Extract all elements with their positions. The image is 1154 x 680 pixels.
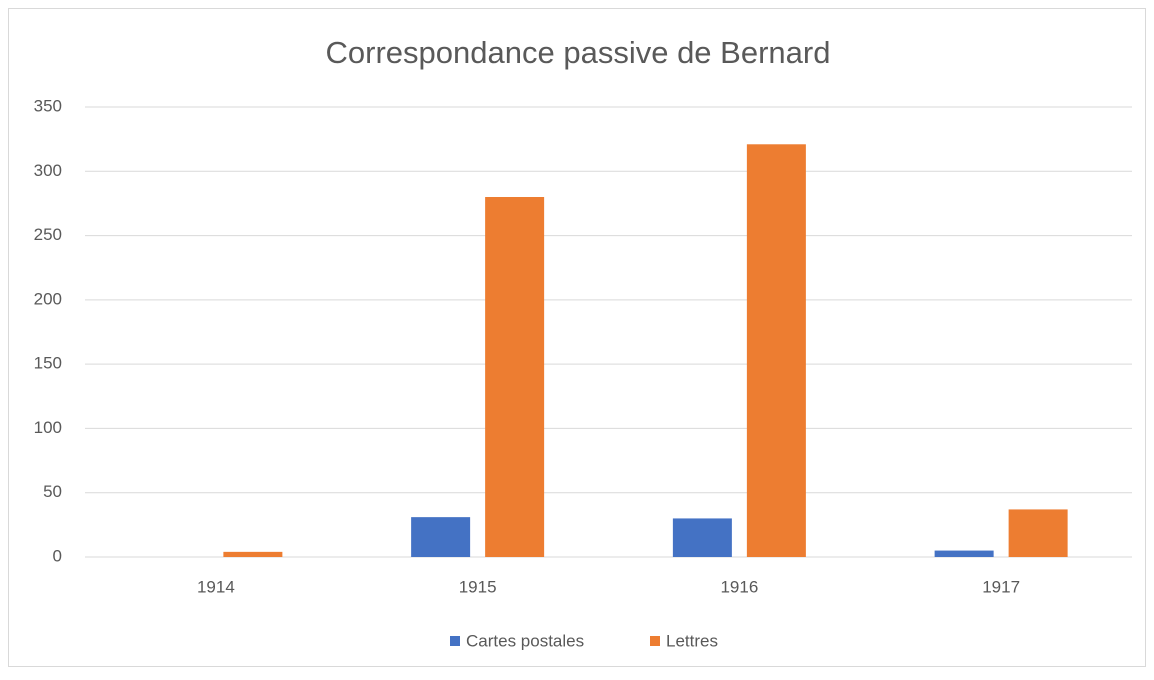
x-tick-label: 1916: [720, 577, 758, 596]
y-tick-label: 50: [43, 482, 62, 501]
chart-title: Correspondance passive de Bernard: [326, 35, 831, 70]
bar: [485, 197, 545, 557]
x-tick-label: 1917: [982, 577, 1020, 596]
bar: [411, 517, 471, 557]
bar: [223, 551, 283, 557]
y-tick-label: 350: [34, 96, 62, 115]
legend-label: Lettres: [666, 631, 718, 650]
y-tick-label: 150: [34, 354, 62, 373]
y-tick-label: 250: [34, 225, 62, 244]
y-tick-label: 100: [34, 418, 62, 437]
legend-swatch: [450, 636, 460, 646]
bar: [934, 550, 994, 557]
legend-swatch: [650, 636, 660, 646]
y-tick-label: 0: [53, 546, 62, 565]
x-tick-label: 1915: [459, 577, 497, 596]
bar: [1008, 509, 1068, 557]
y-tick-label: 200: [34, 289, 62, 308]
bar: [746, 144, 806, 558]
bar: [672, 518, 732, 557]
x-tick-label: 1914: [197, 577, 235, 596]
legend-label: Cartes postales: [466, 631, 584, 650]
y-tick-label: 300: [34, 161, 62, 180]
